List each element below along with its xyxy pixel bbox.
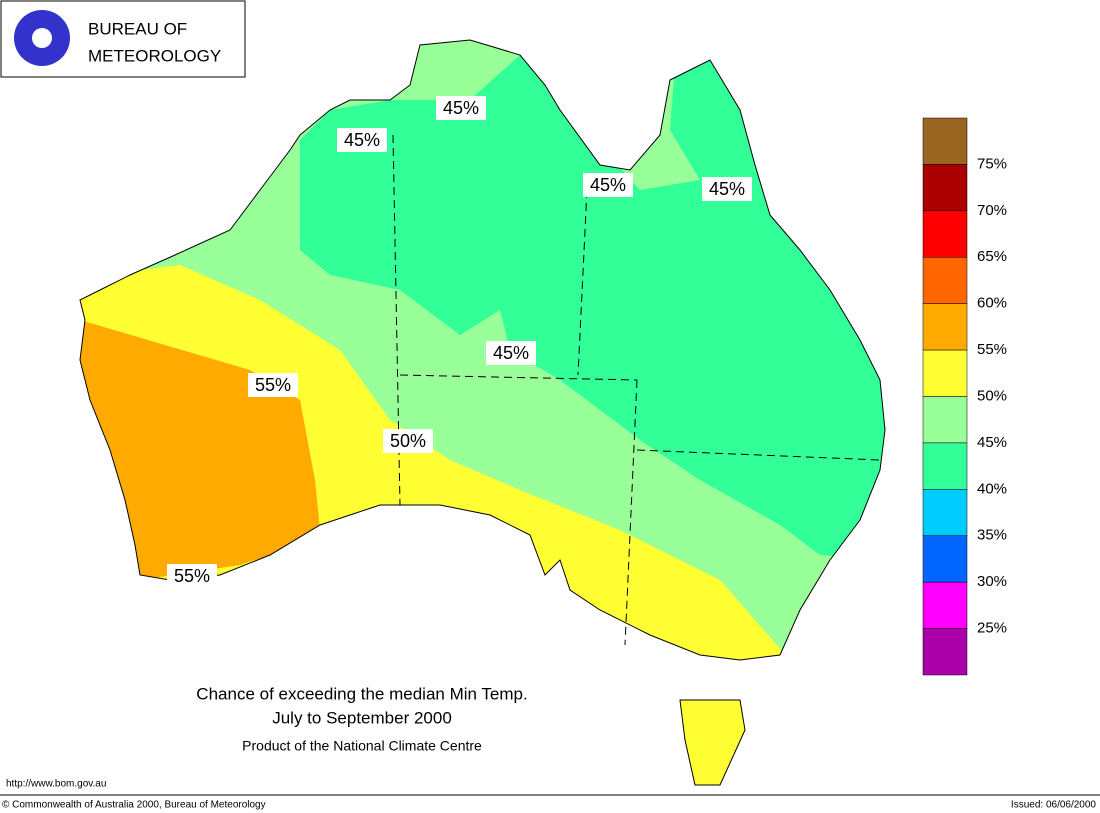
legend-label: 35% xyxy=(977,527,1007,544)
contour-label: 50% xyxy=(390,431,426,451)
legend-label: 60% xyxy=(977,295,1007,312)
legend-label: 40% xyxy=(977,480,1007,497)
legend-swatch xyxy=(922,628,968,676)
legend-swatch xyxy=(922,164,968,212)
legend-swatch xyxy=(922,349,968,397)
legend-swatch xyxy=(922,442,968,490)
legend-swatch xyxy=(922,535,968,583)
caption-subtitle: July to September 2000 xyxy=(272,708,452,727)
state-borders xyxy=(392,134,881,646)
contour-label-bg xyxy=(337,128,387,152)
legend-label: 50% xyxy=(977,387,1007,404)
coastline xyxy=(79,39,886,661)
legend-swatch xyxy=(922,257,968,304)
contour-label-bg xyxy=(583,173,633,197)
footer-copyright: © Commonwealth of Australia 2000, Bureau… xyxy=(2,800,266,811)
contour-label: 55% xyxy=(255,375,291,395)
contour-label: 45% xyxy=(443,98,479,118)
contour-label: 45% xyxy=(709,179,745,199)
legend-swatch xyxy=(922,210,968,258)
footer-url: http://www.bom.gov.au xyxy=(6,779,106,790)
legend-swatch xyxy=(922,117,968,165)
legend-swatch xyxy=(922,396,968,444)
contour-labels: 45% 45% 45% 45% 45% 55% 50% 55% xyxy=(167,96,752,588)
legend-label: 30% xyxy=(977,573,1007,590)
contour-label-bg xyxy=(167,564,217,588)
contour-label: 45% xyxy=(493,343,529,363)
logo-text: METEOROLOGY xyxy=(88,46,221,65)
contour-label-bg xyxy=(436,96,486,120)
tasmania xyxy=(679,699,746,786)
legend-label: 25% xyxy=(977,620,1007,637)
legend-label: 55% xyxy=(977,341,1007,358)
caption-credit: Product of the National Climate Centre xyxy=(242,738,482,754)
contour-label-bg xyxy=(702,177,752,201)
legend-label: 70% xyxy=(977,202,1007,219)
legend-label: 45% xyxy=(977,434,1007,451)
footer-issued: Issued: 06/06/2000 xyxy=(1011,800,1097,811)
logo-text: BUREAU OF xyxy=(88,19,187,38)
legend: 75% 70% 65% 60% 55% 50% 45% 40% 35% 30% 25% xyxy=(922,117,1007,676)
contour-label-bg xyxy=(383,429,433,453)
contour-label-bg xyxy=(486,341,536,365)
contour-label: 45% xyxy=(344,130,380,150)
caption-title: Chance of exceeding the median Min Temp. xyxy=(196,684,527,703)
legend-label: 65% xyxy=(977,248,1007,265)
contour-label: 45% xyxy=(590,175,626,195)
legend-swatch xyxy=(922,489,968,537)
legend-swatch xyxy=(922,581,968,629)
legend-label: 75% xyxy=(977,155,1007,172)
contour-label: 55% xyxy=(174,566,210,586)
contour-label-bg xyxy=(248,373,298,397)
legend-swatch xyxy=(922,303,968,351)
logo-icon-center xyxy=(32,28,52,48)
